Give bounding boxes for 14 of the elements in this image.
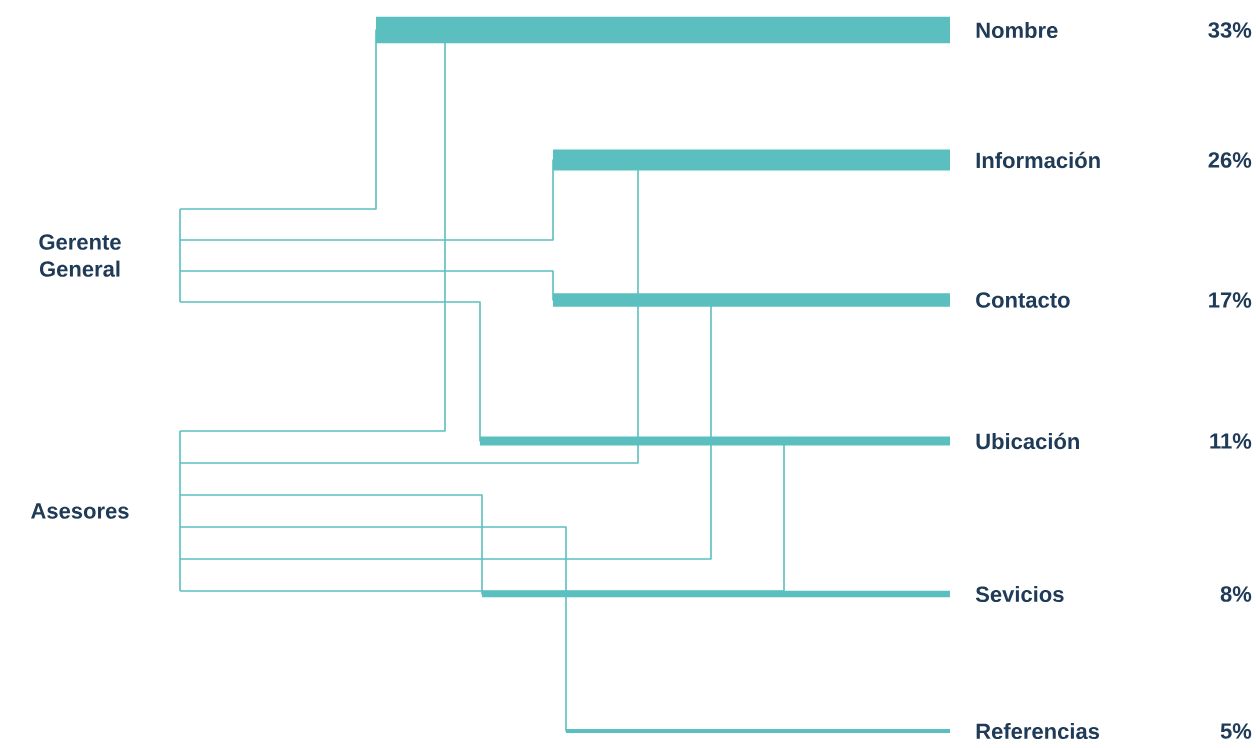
category-label: Sevicios [975,585,1064,603]
data-label: 33% [1208,22,1252,38]
text: Asesores [31,503,129,519]
data-label: 26% [1208,152,1252,168]
data-label: 11% [1210,433,1252,449]
text: Gerente General [39,234,121,277]
category-label: Ubicación [976,432,1079,450]
category-label: Nombre [976,21,1058,39]
category-label: Referencias [976,722,1100,740]
category-label: Contacto [976,292,1070,308]
category-label: Información [976,151,1100,169]
data-label: 8% [1220,586,1252,602]
data-label: 5% [1220,723,1252,739]
data-label: 17% [1209,292,1252,308]
